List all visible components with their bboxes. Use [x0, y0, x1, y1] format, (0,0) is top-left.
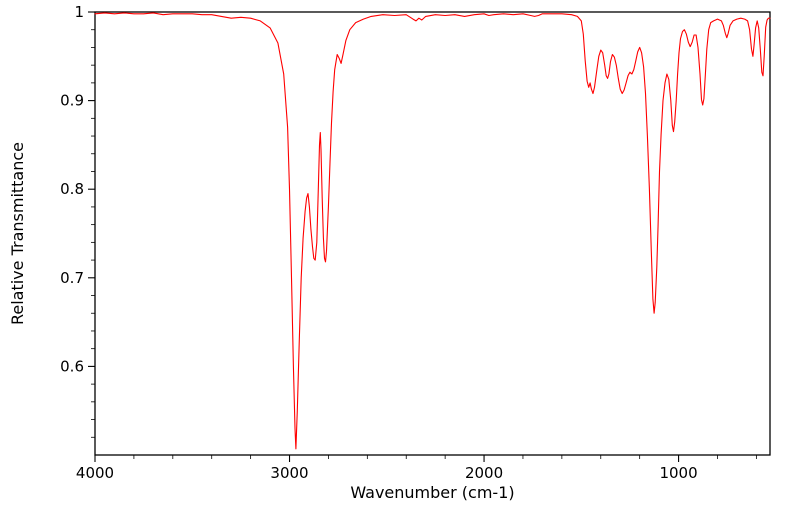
y-axis-tick-label: 0.7: [60, 269, 84, 287]
y-axis-tick-label: 1: [74, 3, 84, 21]
x-axis-tick-label: 3000: [270, 464, 308, 482]
x-axis-tick-label: 1000: [659, 464, 697, 482]
x-axis-title: Wavenumber (cm-1): [350, 483, 515, 502]
y-axis-tick-label: 0.6: [60, 357, 84, 375]
plot-frame: [94, 11, 771, 456]
spectrum-line: [94, 12, 771, 450]
y-axis-tick-label: 0.9: [60, 92, 84, 110]
y-axis-tick-label: 0.8: [60, 180, 84, 198]
x-axis-tick-label: 2000: [465, 464, 503, 482]
x-axis-tick-label: 4000: [76, 464, 114, 482]
y-axis-title: Relative Transmittance: [8, 141, 27, 326]
